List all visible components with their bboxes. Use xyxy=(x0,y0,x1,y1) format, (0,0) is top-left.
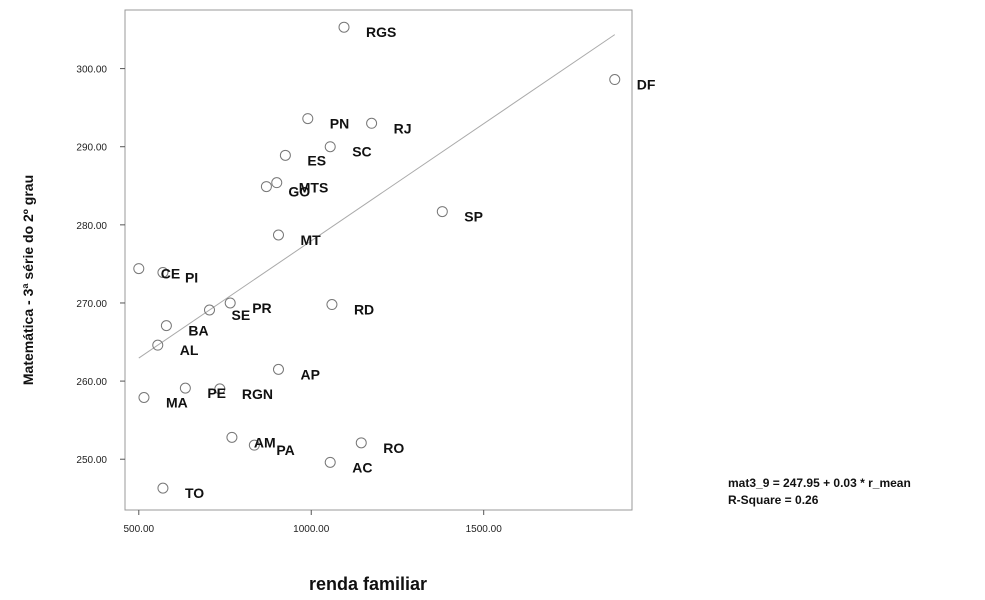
data-point-go xyxy=(260,181,272,193)
data-point-sp xyxy=(436,206,448,218)
point-label-ap: AP xyxy=(300,366,319,382)
data-point-mts xyxy=(271,177,283,189)
point-label-rgs: RGS xyxy=(366,24,396,40)
data-point-rj xyxy=(366,117,378,129)
point-label-pn: PN xyxy=(330,116,349,132)
y-tick-label: 300.00 xyxy=(76,65,107,76)
y-axis-title: Matemática - 3ª série do 2º grau xyxy=(20,175,36,385)
point-label-to: TO xyxy=(185,485,204,501)
x-axis: 500.00 1000.00 1500.00 xyxy=(123,510,502,535)
y-tick-label: 290.00 xyxy=(76,143,107,154)
data-point-df xyxy=(609,74,621,86)
point-label-rj: RJ xyxy=(394,120,412,136)
y-axis: 250.00 260.00 270.00 280.00 290.00 300.00 xyxy=(76,65,125,466)
point-label-es: ES xyxy=(307,152,326,168)
point-label-am: AM xyxy=(254,434,276,450)
data-point-pr xyxy=(224,297,236,309)
data-point-pi xyxy=(157,267,169,278)
point-label-ac: AC xyxy=(352,459,372,475)
point-label-pi: PI xyxy=(185,270,198,286)
point-label-mt: MT xyxy=(300,232,321,248)
regression-equation: mat3_9 = 247.95 + 0.03 * r_mean xyxy=(728,476,911,490)
data-point-ba xyxy=(160,320,172,332)
point-label-se: SE xyxy=(232,307,251,323)
y-tick-label: 260.00 xyxy=(76,377,107,388)
data-point-mt xyxy=(272,229,284,241)
data-point-rgn xyxy=(214,383,226,395)
data-point-es xyxy=(279,149,291,161)
point-label-ba: BA xyxy=(188,323,208,339)
fit-line-layer xyxy=(138,34,616,359)
data-point-rgs xyxy=(338,21,350,33)
x-tick-label: 500.00 xyxy=(123,524,154,535)
point-label-rgn: RGN xyxy=(242,386,273,402)
data-point-pa xyxy=(248,439,260,451)
point-label-mts: MTS xyxy=(299,180,329,196)
data-point-ro xyxy=(355,437,367,449)
data-point-ma xyxy=(138,392,150,403)
point-label-rd: RD xyxy=(354,302,374,318)
data-point-pe xyxy=(179,382,191,394)
point-label-pr: PR xyxy=(252,300,271,316)
points-layer xyxy=(133,21,621,494)
point-label-ce: CE xyxy=(161,266,180,282)
point-label-go: GO xyxy=(288,184,310,200)
data-point-pn xyxy=(302,113,314,125)
r-square-annotation: R-Square = 0.26 xyxy=(728,493,819,507)
data-point-sc xyxy=(324,141,336,153)
data-point-ac xyxy=(324,456,336,468)
x-tick-label: 1500.00 xyxy=(466,524,503,535)
y-tick-label: 280.00 xyxy=(76,221,107,232)
point-label-sc: SC xyxy=(352,144,371,160)
point-label-ma: MA xyxy=(166,395,188,411)
point-label-al: AL xyxy=(180,342,199,358)
y-tick-label: 250.00 xyxy=(76,455,107,466)
point-label-df: DF xyxy=(637,77,656,93)
data-point-rd xyxy=(326,299,338,311)
data-point-to xyxy=(157,482,169,494)
point-label-ro: RO xyxy=(383,440,404,456)
plot-frame xyxy=(124,9,633,511)
data-point-ce xyxy=(133,263,145,275)
x-tick-label: 1000.00 xyxy=(293,524,330,535)
data-point-ap xyxy=(272,363,284,375)
regression-line xyxy=(138,34,616,359)
point-label-pe: PE xyxy=(207,385,226,401)
data-point-al xyxy=(152,339,164,351)
point-label-sp: SP xyxy=(464,209,483,225)
point-label-pa: PA xyxy=(276,442,294,458)
y-tick-label: 270.00 xyxy=(76,299,107,310)
data-point-am xyxy=(226,431,238,443)
x-axis-title: renda familiar xyxy=(309,574,427,594)
data-point-se xyxy=(204,304,215,316)
